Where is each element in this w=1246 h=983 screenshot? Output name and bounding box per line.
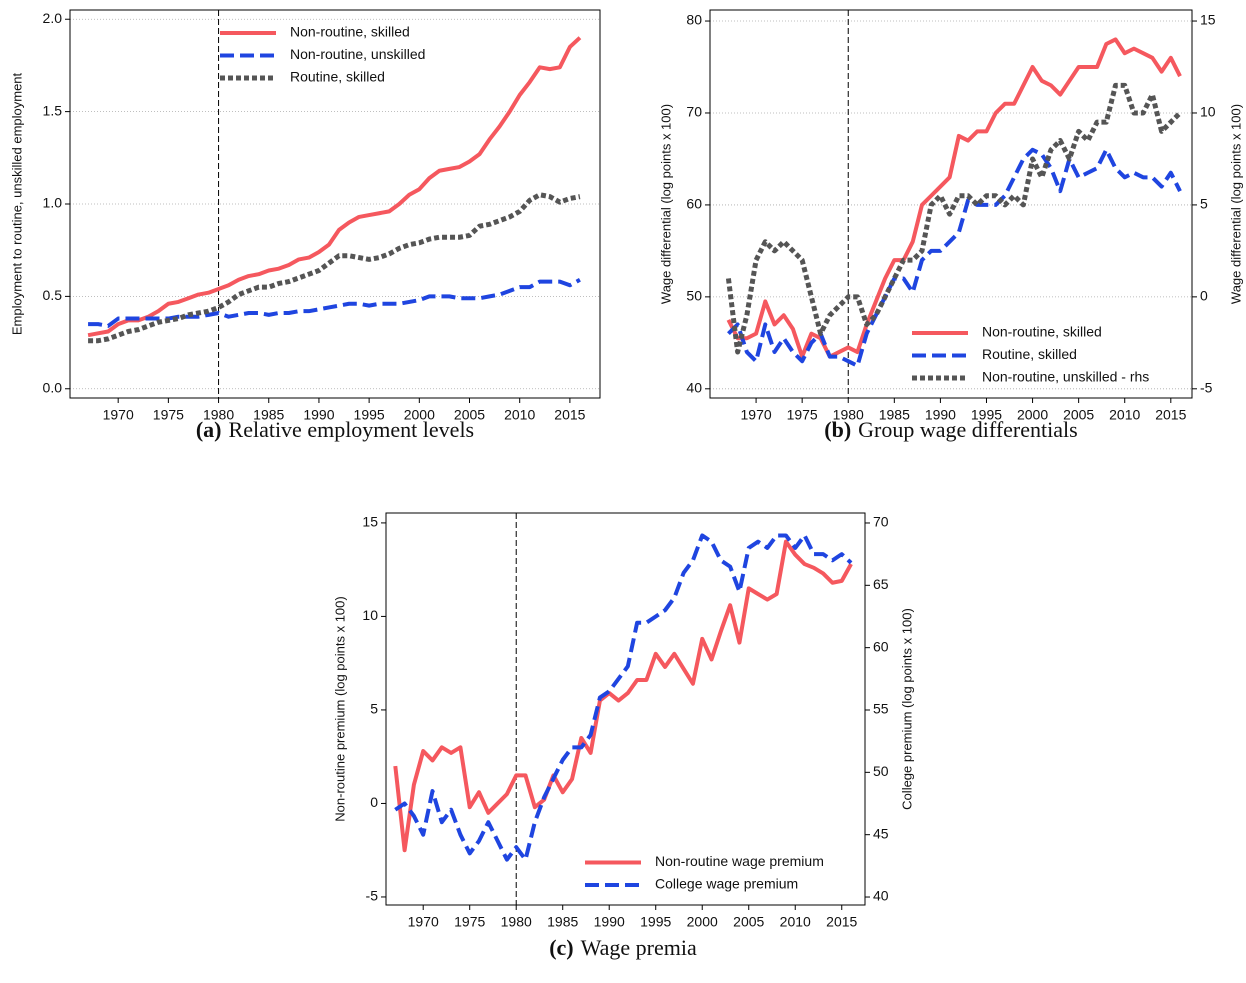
- x-tick-label: 1995: [354, 407, 385, 423]
- series-line: [88, 278, 581, 328]
- x-tick-label: 1970: [408, 914, 439, 930]
- y-tick-label: 5: [370, 701, 378, 717]
- series-line: [87, 36, 582, 338]
- y-tick-label: 60: [686, 196, 702, 212]
- caption: (b) Group wage differentials: [824, 417, 1077, 442]
- y-tick-label: 15: [362, 514, 378, 530]
- panel: 40 50 60 70 80 -5 0 5 10 15 1970 1975 1980 1985 1990 19…: [658, 9, 1243, 442]
- x-tick-label: 2015: [554, 407, 585, 423]
- y-tick-label: 50: [686, 288, 702, 304]
- legend: Non-routine, skilled Non-routine, unskill…: [220, 24, 425, 85]
- x-tick-label: 1980: [203, 407, 234, 423]
- y-tick-label: 1.0: [43, 195, 63, 211]
- x-tick-label: 2015: [826, 914, 857, 930]
- x-tick-label: 1980: [833, 407, 864, 423]
- y2-tick-label: 40: [873, 888, 889, 904]
- plot-frame: [385, 512, 866, 906]
- x-tick-label: 1975: [153, 407, 184, 423]
- x-tick-label: 1990: [594, 914, 625, 930]
- x-tick-label: 2005: [1063, 407, 1094, 423]
- y2-tick-label: -5: [1200, 380, 1213, 396]
- legend-label: Non-routine wage premium: [655, 853, 824, 869]
- y2-tick-label: 45: [873, 825, 889, 841]
- x-tick-label: 1970: [103, 407, 134, 423]
- panel: -5 0 5 10 15 40 45 50 55 60 65 70 1970 1975 1980 1985 19…: [332, 512, 914, 960]
- y-tick-label: 10: [362, 607, 378, 623]
- y2-axis-title: College premium (log points x 100): [899, 608, 914, 810]
- y-tick-label: 0.0: [43, 379, 63, 395]
- x-tick-label: 2015: [1155, 407, 1186, 423]
- y2-tick-label: 50: [873, 763, 889, 779]
- y2-tick-label: 5: [1200, 196, 1208, 212]
- legend-label: Non-routine, skilled: [982, 324, 1102, 340]
- plot-frame: [709, 9, 1193, 399]
- y-tick-label: 0.5: [43, 287, 63, 303]
- caption-label: (a): [196, 417, 222, 442]
- y2-tick-label: 65: [873, 576, 889, 592]
- series-line: [394, 533, 853, 862]
- caption-text: Wage premia: [581, 935, 697, 960]
- x-tick-label: 2005: [733, 914, 764, 930]
- x-tick-label: 2000: [687, 914, 718, 930]
- legend-label: Routine, skilled: [982, 346, 1077, 362]
- x-tick-label: 1990: [303, 407, 334, 423]
- y2-tick-label: 15: [1200, 12, 1216, 28]
- panel: 0.0 0.5 1.0 1.5 2.0 1970 1975 1980 1985 1990 1995 2…: [9, 9, 601, 442]
- caption-label: (b): [824, 417, 851, 442]
- x-tick-label: 1985: [253, 407, 284, 423]
- y-tick-label: 2.0: [43, 10, 63, 26]
- x-tick-label: 1975: [454, 914, 485, 930]
- series-line: [726, 37, 1182, 359]
- y2-tick-label: 10: [1200, 104, 1216, 120]
- legend-label: Non-routine, unskilled: [290, 46, 425, 62]
- x-tick-label: 1985: [879, 407, 910, 423]
- y2-tick-label: 0: [1200, 288, 1208, 304]
- y-tick-label: 70: [686, 104, 702, 120]
- y-axis-title: Employment to routine, unskilled employm…: [9, 72, 24, 335]
- y2-tick-label: 55: [873, 701, 889, 717]
- caption: (c) Wage premia: [549, 935, 697, 960]
- caption-text: Relative employment levels: [229, 417, 475, 442]
- x-tick-label: 2005: [454, 407, 485, 423]
- caption-label: (c): [549, 935, 573, 960]
- y-axis-title: Non-routine premium (log points x 100): [332, 596, 347, 821]
- x-tick-label: 2010: [780, 914, 811, 930]
- y-axis-title: Wage differential (log points x 100): [658, 104, 673, 304]
- y-tick-label: 0: [370, 794, 378, 810]
- legend-label: College wage premium: [655, 876, 798, 892]
- x-tick-label: 2010: [1109, 407, 1140, 423]
- legend-label: Non-routine, skilled: [290, 24, 410, 40]
- y-tick-label: 80: [686, 12, 702, 28]
- y2-tick-label: 70: [873, 514, 889, 530]
- x-tick-label: 1995: [640, 914, 671, 930]
- x-tick-label: 1980: [501, 914, 532, 930]
- x-tick-label: 2010: [504, 407, 535, 423]
- legend: Non-routine, skilled Routine, skilled Non-…: [912, 324, 1149, 385]
- y-tick-label: 1.5: [43, 102, 63, 118]
- y-tick-label: 40: [686, 380, 702, 396]
- series-line: [393, 539, 853, 853]
- x-tick-label: 1970: [741, 407, 772, 423]
- x-tick-label: 1975: [787, 407, 818, 423]
- legend-label: Routine, skilled: [290, 69, 385, 85]
- x-tick-label: 2000: [404, 407, 435, 423]
- series-line: [725, 82, 1182, 355]
- x-tick-label: 2000: [1017, 407, 1048, 423]
- caption-text: Group wage differentials: [858, 417, 1078, 442]
- y-tick-label: -5: [366, 888, 379, 904]
- x-tick-label: 1995: [971, 407, 1002, 423]
- y2-axis-title: Wage differential (log points x 100): [1228, 104, 1243, 304]
- plot-frame: [69, 9, 601, 399]
- legend: Non-routine wage premium College wage pre…: [585, 853, 824, 892]
- x-tick-label: 1985: [547, 914, 578, 930]
- x-tick-label: 1990: [925, 407, 956, 423]
- y2-tick-label: 60: [873, 638, 889, 654]
- caption: (a) Relative employment levels: [196, 417, 474, 442]
- series-line: [727, 147, 1182, 368]
- series-line: [88, 192, 581, 344]
- legend-label: Non-routine, unskilled - rhs: [982, 369, 1149, 385]
